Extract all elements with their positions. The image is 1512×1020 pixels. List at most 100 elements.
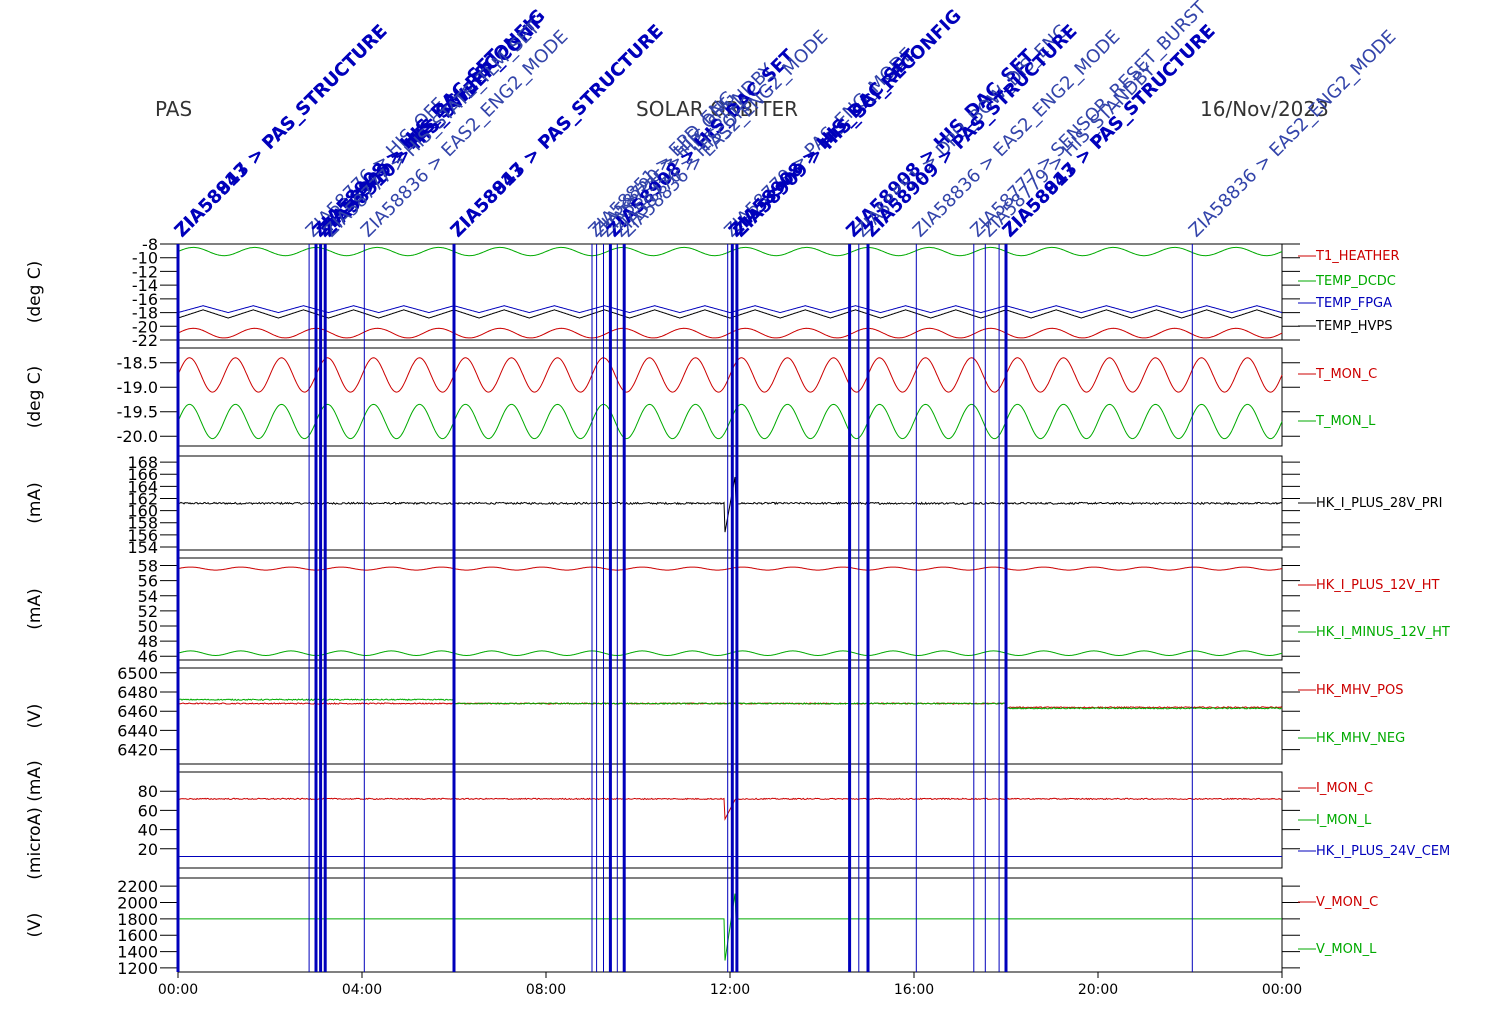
legend-t-mon-c: T_MON_C [1315, 367, 1377, 382]
legend-i-mon-c: I_MON_C [1316, 781, 1373, 796]
event-lines [176, 244, 1193, 972]
y-tick-label: 56 [138, 572, 158, 591]
legend-temp-fpga: TEMP_FPGA [1315, 296, 1392, 311]
y-tick-label: -18 [132, 304, 158, 323]
legend-hk-i-plus-24v-cem: HK_I_PLUS_24V_CEM [1316, 844, 1450, 859]
series-t1-heather [177, 327, 1283, 339]
y-tick-label: 6500 [117, 664, 158, 683]
event-annotation: ZIA58836 > EAS2_ENG2_MODE [1185, 26, 1400, 241]
legend-temp-hvps: TEMP_HVPS [1315, 319, 1392, 334]
legend-temp-dcdc: TEMP_DCDC [1315, 274, 1396, 289]
y-tick-label: -14 [132, 276, 158, 295]
y-axis-label: (V) [25, 704, 45, 729]
y-tick-label: 6440 [117, 721, 158, 740]
panel-1: -22-20-18-16-14-12-10-8 (deg C) T1_HEATHER… [25, 235, 1400, 350]
y-tick-label: 40 [138, 821, 158, 840]
y-axis-label: (mA) [25, 588, 45, 629]
series-hk-i-plus-28v-pri [177, 476, 1283, 533]
y-tick-label: 154 [127, 538, 158, 557]
series-hk-i-plus-12v-ht [177, 566, 1283, 571]
x-tick-label: 16:00 [894, 982, 934, 998]
y-tick-label: -20 [132, 317, 158, 336]
y-tick-label: 2000 [117, 894, 158, 913]
legend-t1-heather: T1_HEATHER [1315, 249, 1400, 264]
panel-frame [177, 243, 1283, 341]
y-tick-label: -19.5 [117, 403, 158, 422]
x-tick-label: 00:00 [158, 982, 198, 998]
y-tick-label: 166 [127, 465, 158, 484]
y-tick-label: 162 [127, 489, 158, 508]
y-tick-label: 6480 [117, 683, 158, 702]
y-tick-label: -16 [132, 290, 158, 309]
y-tick-label: -12 [132, 262, 158, 281]
series-temp-hvps [177, 309, 1283, 319]
y-axis-label: (deg C) [25, 366, 45, 429]
y-tick-label: -19.0 [117, 378, 158, 397]
y-tick-label: 80 [138, 782, 158, 801]
panel-frame [177, 557, 1283, 661]
x-tick-label: 04:00 [342, 982, 382, 998]
series-v-mon-l [178, 893, 1282, 961]
legend-hk-mhv-neg: HK_MHV_NEG [1316, 731, 1405, 746]
legend-hk-i-minus-12v-ht: HK_I_MINUS_12V_HT [1316, 625, 1450, 640]
y-tick-label: 1400 [117, 943, 158, 962]
x-tick-label: 12:00 [710, 982, 750, 998]
x-axis: 00:00 04:00 08:00 12:00 16:00 20:00 00:00 [158, 972, 1302, 998]
legend-hk-i-plus-12v-ht: HK_I_PLUS_12V_HT [1316, 578, 1440, 593]
x-tick-label: 20:00 [1078, 982, 1118, 998]
y-tick-label: 58 [138, 557, 158, 576]
series-hk-mhv-neg [177, 698, 1282, 710]
y-tick-label: 48 [138, 632, 158, 651]
y-tick-label: -10 [132, 249, 158, 268]
legend-hk-mhv-pos: HK_MHV_POS [1316, 683, 1404, 698]
y-tick-label: 46 [138, 647, 158, 666]
y-tick-label: 20 [138, 840, 158, 859]
event-annotation: ZIA58836 > EAS2_ENG2_MODE [617, 26, 832, 241]
series-hk-i-minus-12v-ht [177, 650, 1283, 656]
y-tick-label: 6460 [117, 702, 158, 721]
legend-v-mon-c: V_MON_C [1316, 895, 1378, 910]
y-axis-label: (deg C) [25, 261, 45, 324]
y-tick-label: 160 [127, 502, 158, 521]
header-left: PAS [155, 97, 192, 121]
x-tick-label: 00:00 [1262, 982, 1302, 998]
y-axis-label: (microA) (mA) [25, 760, 45, 879]
series-hk-mhv-pos [177, 702, 1283, 709]
y-axis-label: (V) [25, 913, 45, 938]
y-tick-label: 164 [127, 477, 158, 496]
y-tick-label: 60 [138, 801, 158, 820]
y-tick-label: 1200 [117, 959, 158, 978]
y-tick-label: -8 [142, 235, 158, 254]
legend-t-mon-l: T_MON_L [1315, 414, 1376, 429]
header-center: SOLAR ORBITER [636, 97, 798, 121]
series-temp-dcdc [177, 246, 1283, 257]
y-tick-label: 50 [138, 617, 158, 636]
panel-2: -20.0 -19.5 -19.0 -18.5 (deg C) T_MON_C T_MON_… [25, 347, 1377, 447]
y-tick-label: 1600 [117, 926, 158, 945]
y-tick-label: 158 [127, 514, 158, 533]
panel-frame [177, 771, 1283, 869]
series-t-mon-l [177, 403, 1283, 440]
header-right: 16/Nov/2023 [1200, 97, 1329, 121]
y-tick-label: 6420 [117, 741, 158, 760]
series-t-mon-c [177, 357, 1283, 393]
y-tick-label: 156 [127, 526, 158, 545]
y-tick-label: 1800 [117, 910, 158, 929]
y-tick-label: 54 [138, 587, 158, 606]
y-tick-label: 52 [138, 602, 158, 621]
y-tick-label: -22 [132, 331, 158, 350]
y-tick-label: -20.0 [117, 427, 158, 446]
y-axis-label: (mA) [25, 482, 45, 523]
legend-i-mon-l: I_MON_L [1316, 813, 1372, 828]
x-tick-label: 08:00 [526, 982, 566, 998]
y-tick-label: 168 [127, 453, 158, 472]
panels: -22-20-18-16-14-12-10-8 (deg C) T1_HEATHER… [25, 235, 1450, 978]
series-temp-fpga [177, 305, 1283, 314]
y-tick-label: 2200 [117, 877, 158, 896]
series-i-mon-c [177, 797, 1283, 821]
